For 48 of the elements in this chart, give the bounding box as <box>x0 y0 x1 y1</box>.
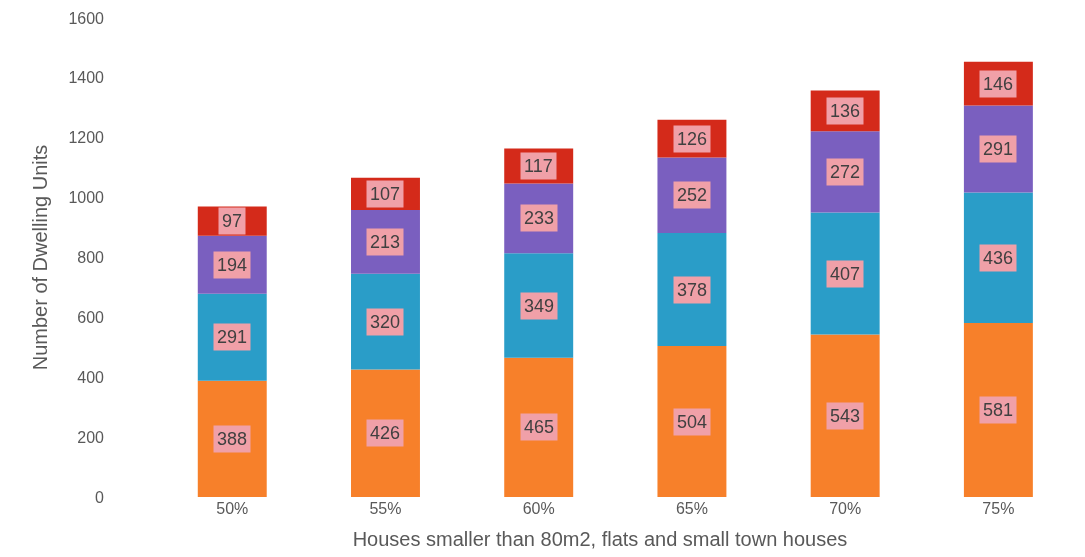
bar <box>963 192 1033 324</box>
x-tick-label: 75% <box>982 500 1015 517</box>
data-label: 407 <box>830 264 861 284</box>
data-label: 349 <box>524 296 555 316</box>
x-axis-title: Houses smaller than 80m2, flats and small town houses <box>352 527 848 550</box>
y-tick-label: 0 <box>95 488 105 506</box>
y-axis-title: Number of Dwelling Units <box>28 144 51 371</box>
x-tick-label: 65% <box>675 500 708 517</box>
data-label: 320 <box>370 312 401 332</box>
y-tick-label: 400 <box>77 368 105 386</box>
y-tick-label: 1400 <box>68 69 105 87</box>
data-label: 436 <box>983 248 1014 268</box>
data-label: 97 <box>222 211 243 231</box>
data-label: 213 <box>370 232 401 252</box>
y-tick-label: 600 <box>77 308 105 326</box>
x-tick-label: 55% <box>369 500 402 517</box>
data-label: 291 <box>983 139 1014 159</box>
x-tick-label: 70% <box>829 500 862 517</box>
y-tick-label: 200 <box>77 428 105 446</box>
data-label: 136 <box>830 101 861 121</box>
data-label: 465 <box>524 417 555 437</box>
bar <box>810 334 880 497</box>
y-tick-label: 1600 <box>68 9 105 27</box>
data-label: 504 <box>677 412 708 432</box>
bar <box>963 323 1033 497</box>
data-label: 543 <box>830 406 861 426</box>
data-label: 378 <box>677 280 708 300</box>
data-label: 426 <box>370 423 401 443</box>
data-label: 233 <box>524 208 555 228</box>
bar <box>351 369 420 497</box>
data-label: 146 <box>983 74 1014 94</box>
bar <box>504 357 574 497</box>
y-tick-label: 800 <box>77 249 105 267</box>
data-label: 388 <box>217 429 248 449</box>
data-label: 194 <box>217 255 248 275</box>
data-label: 272 <box>830 162 861 182</box>
data-label: 581 <box>983 400 1014 420</box>
data-label: 291 <box>217 327 248 347</box>
data-label: 117 <box>524 156 553 176</box>
x-tick-label: 60% <box>522 500 555 517</box>
y-tick-label: 1200 <box>68 129 105 147</box>
bar <box>657 346 727 497</box>
data-label: 252 <box>677 185 708 205</box>
bar <box>657 232 727 347</box>
x-tick-label: 50% <box>216 500 249 517</box>
data-label: 126 <box>677 129 708 149</box>
data-label: 107 <box>370 184 401 204</box>
y-tick-label: 1000 <box>68 189 105 207</box>
